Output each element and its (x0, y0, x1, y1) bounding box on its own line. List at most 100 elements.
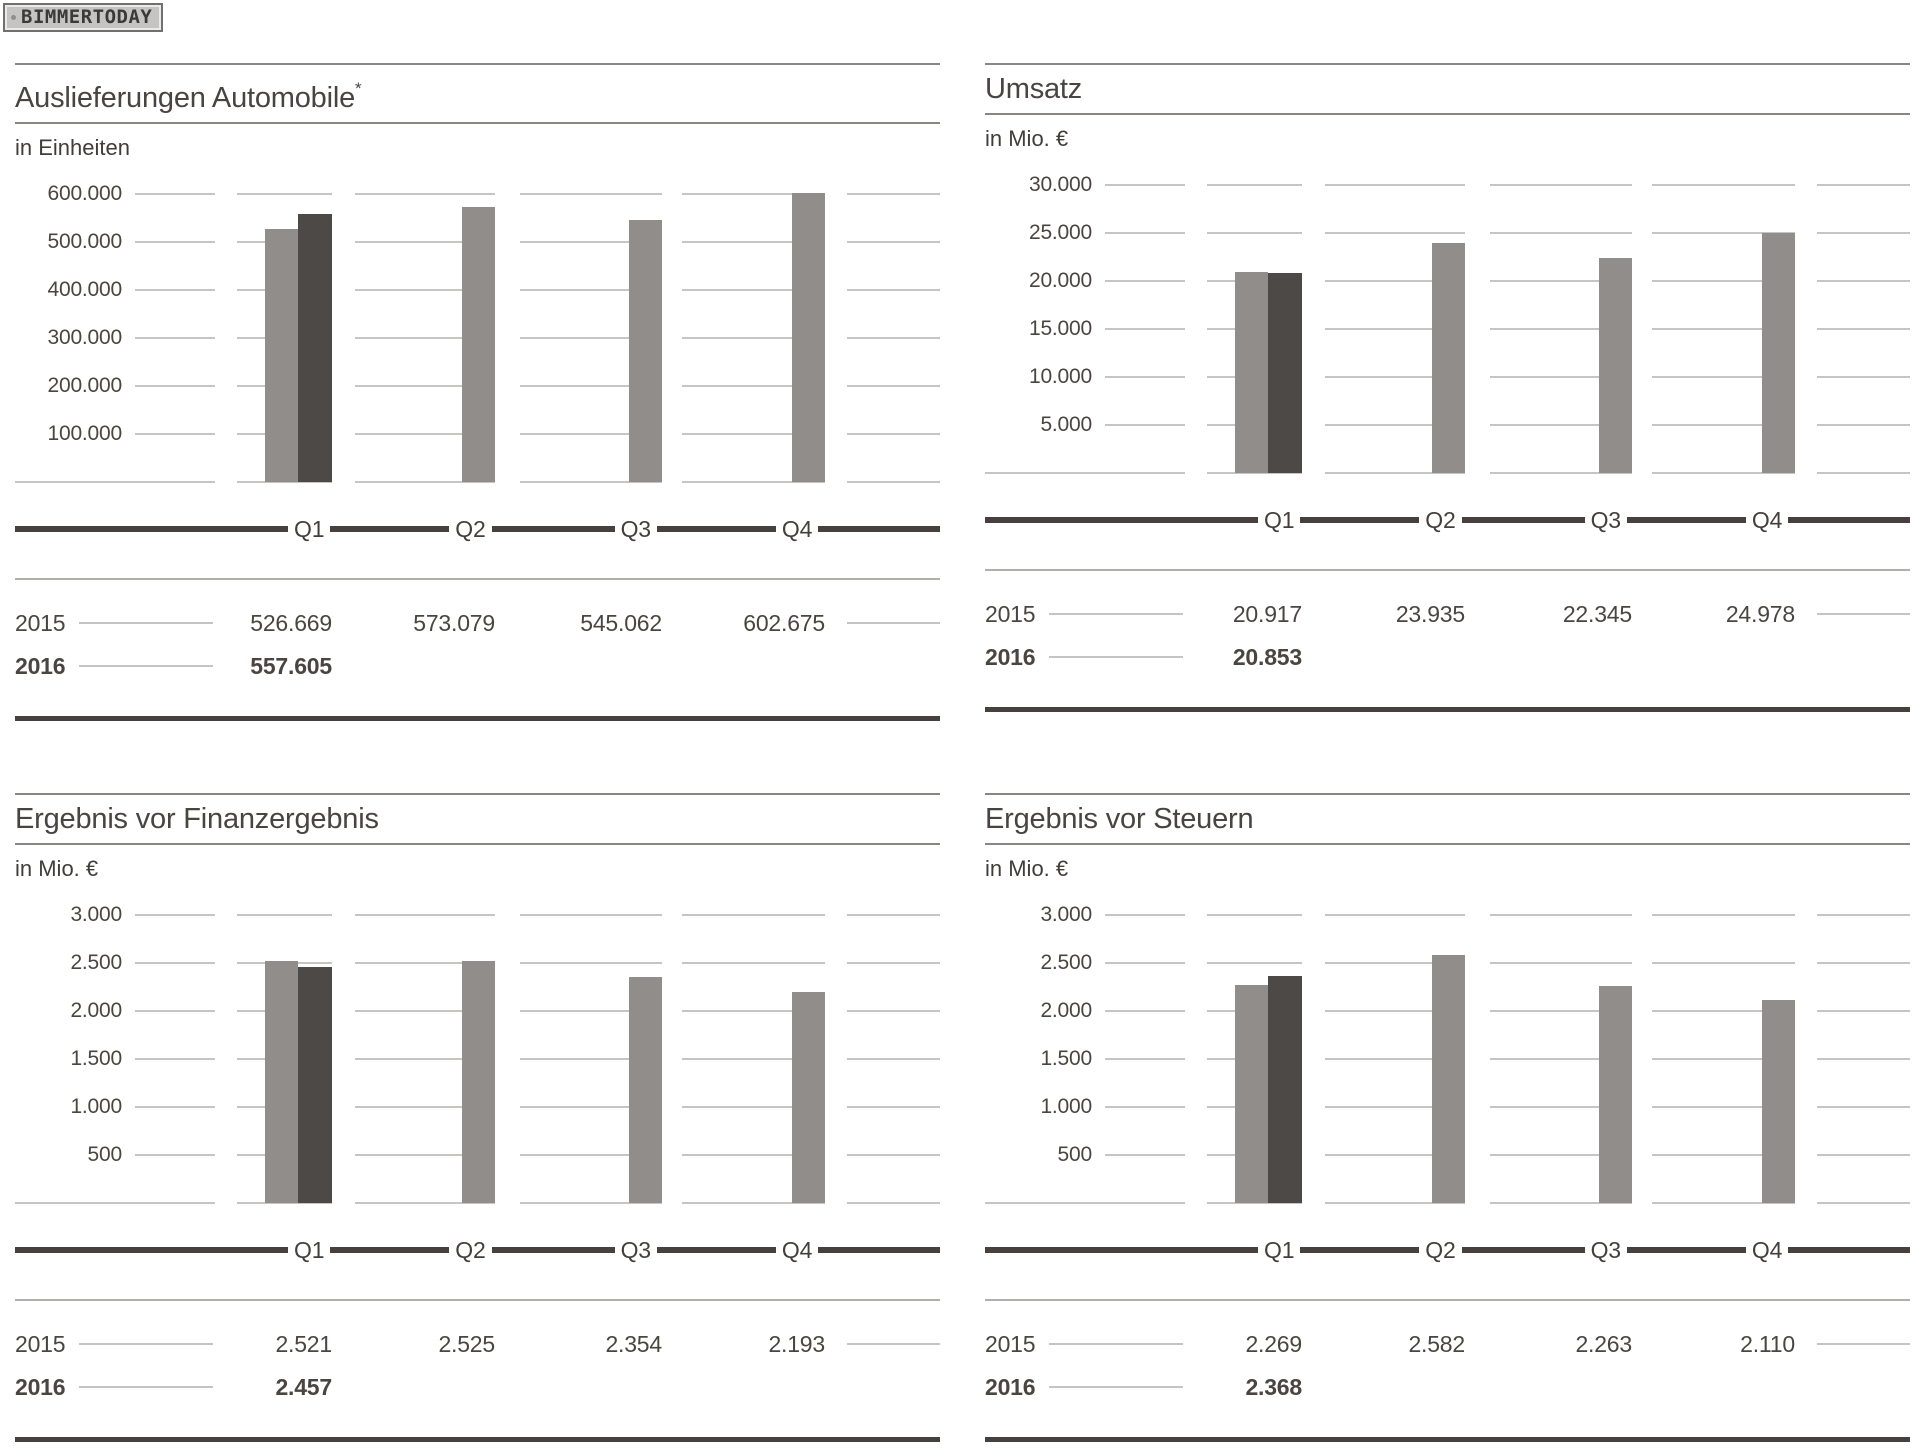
gridline-cell-q2 (355, 241, 495, 243)
y-tick-label: 1.000 (70, 1095, 122, 1118)
gridline-cell-q4 (682, 433, 825, 435)
y-tick-label: 2.000 (1040, 999, 1092, 1022)
gridline-segment (237, 193, 332, 195)
gridline-segment (1817, 1058, 1910, 1060)
x-label-q4: Q4 (1751, 506, 1783, 533)
x-label-q4: Q4 (781, 515, 813, 542)
row-trailing-line (847, 622, 940, 624)
y-tick-cell: 3.000 (985, 903, 1185, 927)
separator-line (15, 578, 940, 580)
gridline-segment (355, 1202, 495, 1204)
gridline-cell-q2 (355, 337, 495, 339)
gridline-segment (355, 962, 495, 964)
gridline-cell-q3 (520, 1106, 662, 1108)
gridline-segment (1817, 962, 1910, 964)
gridline-cell-q2 (355, 433, 495, 435)
gridline-segment (135, 1058, 215, 1060)
y-tick-label: 3.000 (70, 903, 122, 926)
table-row-2016: 2016 20.853 (985, 642, 1910, 672)
gridline-cell-q1 (1207, 472, 1302, 474)
gridline-row: 500 (15, 1143, 940, 1166)
value-2016-q1: 2.457 (275, 1373, 332, 1400)
gridline-cell-q2 (1325, 424, 1465, 426)
value-2015-q2: 2.525 (438, 1330, 495, 1357)
gridline-cell-trail (847, 1154, 940, 1156)
gridline-segment (135, 914, 215, 916)
gridline-segment (682, 1202, 825, 1204)
title-top-rule (15, 793, 940, 795)
gridline-segment (847, 241, 940, 243)
value-cell-q3: 2.263 (1490, 1331, 1632, 1358)
gridline-row: 3.000 (985, 903, 1910, 927)
x-label-q3: Q3 (1590, 1236, 1621, 1263)
gridline-segment (1652, 914, 1795, 916)
gridline-cell-q4 (682, 289, 825, 291)
bar-2015-q3 (629, 220, 662, 482)
gridline-cell-q2 (1325, 962, 1465, 964)
gridline-segment (135, 1010, 215, 1012)
gridline-cell-trail (847, 914, 940, 916)
x-label-q3: Q3 (620, 515, 651, 542)
title-top-rule (15, 63, 940, 65)
table-row-2016: 2016 2.457 (15, 1372, 940, 1402)
gridline-cell-q3 (1490, 280, 1632, 282)
gridline-segment (682, 481, 825, 483)
gridline-cell-trail (1817, 232, 1910, 234)
gridline-cell-trail (1817, 1202, 1910, 1204)
gridline-cell-q2 (355, 1106, 495, 1108)
y-tick-cell: 2.500 (985, 951, 1185, 975)
row-leader-line (79, 665, 213, 667)
value-cell-q4: 602.675 (682, 610, 825, 637)
gridline-segment (682, 289, 825, 291)
gridline-row: 2.500 (985, 951, 1910, 975)
gridline-cell-trail (847, 433, 940, 435)
gridline-segment (520, 385, 662, 387)
gridline-segment (135, 1154, 215, 1156)
gridline-segment (1652, 424, 1795, 426)
bar-2015-q2 (1432, 955, 1465, 1203)
value-2015-q1: 2.269 (1245, 1330, 1302, 1357)
x-axis-line-segment (656, 526, 776, 532)
gridline-segment (1490, 232, 1632, 234)
gridline-segment (355, 1058, 495, 1060)
value-cell-q1: 2.521 (237, 1331, 332, 1358)
x-axis: Q1 Q2 Q3 Q4 (15, 514, 940, 544)
gridline-cell-q4 (682, 481, 825, 483)
gridline-segment (1325, 376, 1465, 378)
gridline-segment (355, 1010, 495, 1012)
separator-line (985, 1299, 1910, 1301)
gridline-row: 30.000 (985, 173, 1910, 196)
gridline-row: 200.000 (15, 374, 940, 397)
gridline-segment (355, 1106, 495, 1108)
gridline-cell-q2 (1325, 232, 1465, 234)
gridline-cell-q3 (520, 914, 662, 916)
row-year-label: 2015 (985, 1330, 1036, 1357)
row-trailing-line (847, 1343, 940, 1345)
chart-unit-label: in Mio. € (985, 126, 1069, 151)
gridline-segment (1652, 376, 1795, 378)
bimmertoday-logo: BIMMERTODAY (3, 3, 164, 32)
gridline-segment (1490, 1202, 1632, 1204)
plot-area: 3.000 2.500 2.000 1.500 1.000 500 (985, 903, 1910, 1204)
gridline-cell-q3 (520, 433, 662, 435)
bar-2015-q4 (1762, 233, 1795, 473)
logo-bolt-dot (11, 14, 16, 20)
gridline-segment (1105, 1010, 1185, 1012)
x-axis-line-segment (330, 526, 450, 532)
value-2015-q1: 526.669 (250, 609, 332, 636)
gridline-segment (355, 433, 495, 435)
bar-2015-q4 (792, 193, 825, 482)
bar-2016-q1 (298, 214, 332, 482)
row-year-cell: 2016 (985, 1374, 1185, 1401)
gridline-segment (1490, 914, 1632, 916)
row-year-label: 2016 (985, 1373, 1036, 1400)
gridline-cell-q4 (682, 385, 825, 387)
charts-grid: Auslieferungen Automobile* in Einheiten 60… (15, 63, 1914, 1442)
gridline-cell-trail (1817, 1154, 1910, 1156)
bar-2015-q3 (1599, 986, 1632, 1203)
gridline-cell-q4 (682, 337, 825, 339)
gridline-cell-q3 (520, 1058, 662, 1060)
gridline-cell-trail (1817, 1106, 1910, 1108)
gridline-cell-q3 (1490, 472, 1632, 474)
chart-title: Ergebnis vor Steuern (985, 795, 1910, 845)
